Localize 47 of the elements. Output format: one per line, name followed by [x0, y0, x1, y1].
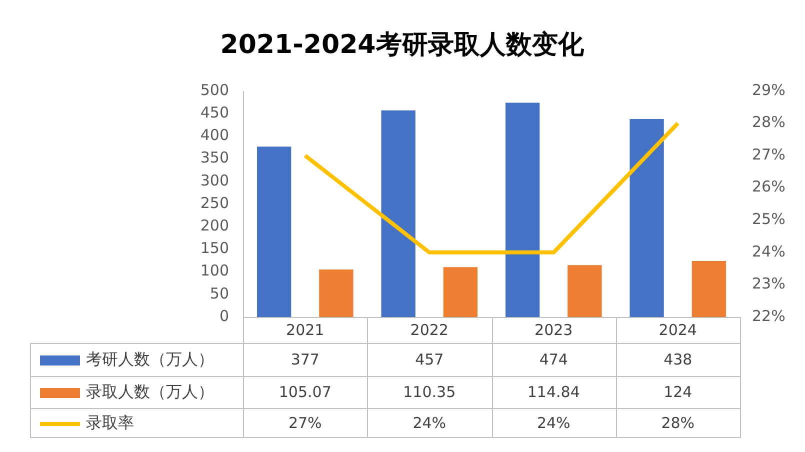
y-tick-label: 0	[219, 306, 229, 325]
y-tick-label: 500	[200, 80, 229, 99]
legend-label: 录取人数（万人）	[86, 382, 214, 402]
y-tick-label: 50	[210, 284, 229, 302]
x-tick-label: 2023	[534, 320, 573, 339]
legend-label: 考研人数（万人）	[86, 350, 214, 369]
bar	[630, 119, 664, 317]
y2-tick-label: 26%	[752, 178, 786, 196]
y-tick-label: 250	[200, 194, 229, 212]
data-label: 105.07	[278, 382, 332, 401]
y2-tick-label: 23%	[752, 274, 786, 293]
legend-label: 录取率	[86, 413, 134, 432]
data-label: 28%	[661, 414, 695, 432]
data-label: 457	[415, 350, 444, 368]
x-tick-label: 2022	[410, 320, 448, 339]
y-tick-label: 450	[200, 103, 229, 122]
bar	[443, 267, 478, 317]
data-label: 27%	[288, 414, 322, 432]
y2-tick-label: 24%	[752, 242, 786, 260]
y-tick-label: 300	[200, 171, 229, 190]
y2-tick-label: 22%	[752, 306, 786, 325]
data-label: 474	[539, 350, 568, 368]
data-label: 24%	[536, 414, 570, 432]
y2-tick-label: 29%	[752, 80, 786, 99]
bar	[505, 102, 540, 317]
bar	[568, 265, 602, 317]
x-tick-label: 2021	[286, 320, 324, 339]
y-tick-label: 200	[200, 216, 229, 234]
y2-tick-label: 27%	[752, 145, 786, 164]
x-tick-label: 2024	[658, 320, 697, 339]
y-tick-label: 150	[200, 239, 229, 258]
data-label: 124	[664, 382, 692, 401]
y2-tick-label: 25%	[752, 210, 786, 228]
data-label: 24%	[412, 414, 446, 432]
y-tick-label: 100	[200, 262, 229, 280]
bar	[692, 260, 726, 317]
y-tick-label: 350	[200, 148, 229, 167]
y-tick-label: 400	[200, 126, 229, 144]
y2-tick-label: 28%	[752, 113, 786, 132]
data-label: 110.35	[403, 382, 456, 401]
data-label: 438	[664, 350, 692, 368]
bar	[256, 146, 292, 317]
data-label: 114.84	[527, 382, 580, 401]
bar	[381, 110, 416, 317]
bar	[319, 270, 354, 317]
data-label: 377	[290, 350, 320, 368]
chart-title: 2021-2024考研录取人数变化	[220, 30, 585, 60]
